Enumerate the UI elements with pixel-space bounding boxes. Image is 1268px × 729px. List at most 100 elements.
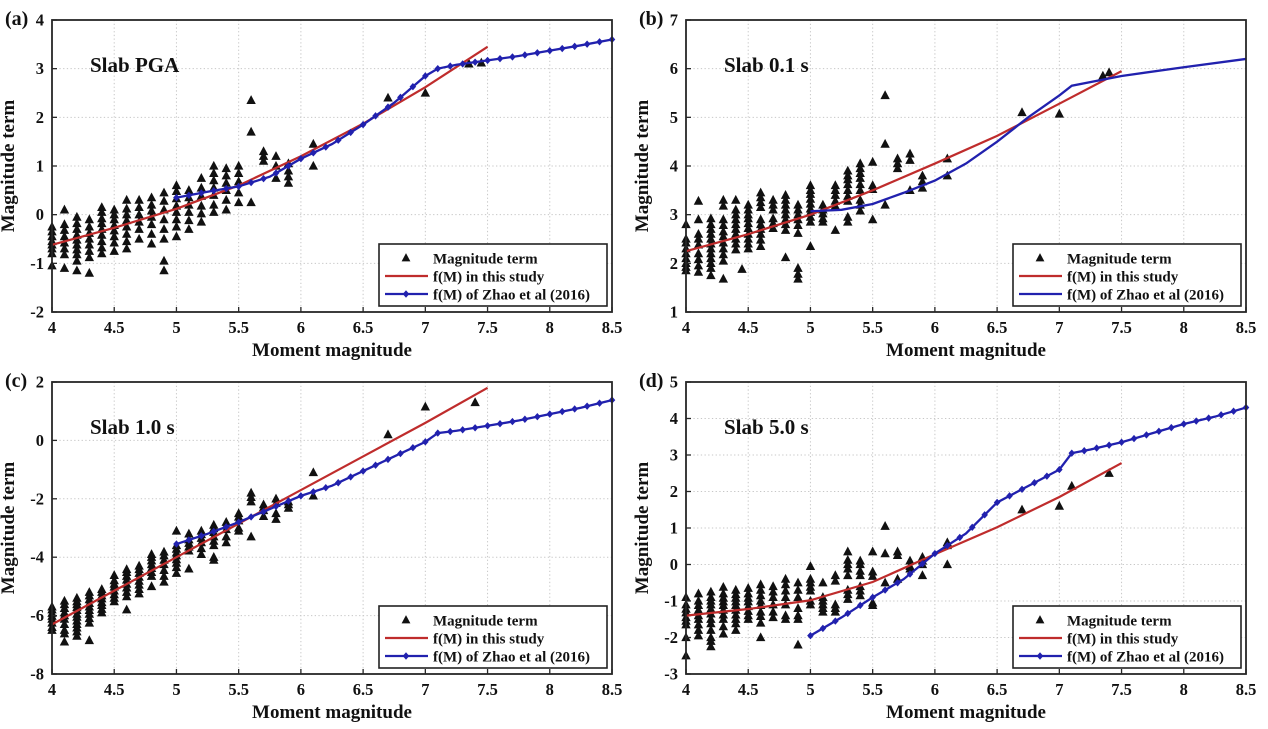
subplot-b: 44.555.566.577.588.51234567Moment magnit… xyxy=(634,0,1268,362)
zhao-marker xyxy=(1106,441,1113,448)
x-tick-label: 7 xyxy=(1055,680,1063,699)
scatter-point xyxy=(147,239,156,248)
scatter-point xyxy=(159,196,168,205)
scatter-point xyxy=(184,564,193,573)
y-tick-label: 4 xyxy=(36,11,44,30)
scatter-point xyxy=(222,195,231,204)
scatter-point xyxy=(122,605,131,614)
zhao-marker xyxy=(1156,428,1163,435)
y-tick-label: 3 xyxy=(670,446,678,465)
chart-svg-a: 44.555.566.577.588.5-2-101234Moment magn… xyxy=(0,0,634,362)
scatter-point xyxy=(159,234,168,243)
x-tick-label: 8 xyxy=(546,318,554,337)
y-tick-label: 0 xyxy=(36,431,44,450)
scatter-point xyxy=(309,467,318,476)
scatter-point xyxy=(197,209,206,218)
scatter-point xyxy=(918,570,927,579)
scatter-point xyxy=(309,139,318,148)
plot-title: Slab 1.0 s xyxy=(90,415,175,439)
x-tick-label: 8.5 xyxy=(602,318,623,337)
zhao-marker xyxy=(522,51,529,58)
zhao-marker xyxy=(534,49,541,56)
x-tick-label: 5 xyxy=(172,318,180,337)
scatter-point xyxy=(793,228,802,237)
y-tick-label: 0 xyxy=(36,205,44,224)
zhao-marker xyxy=(360,467,367,474)
zhao-marker xyxy=(1006,492,1013,499)
y-axis-label: Magnitude term xyxy=(634,100,653,233)
scatter-point xyxy=(60,205,69,214)
legend-label: f(M) of Zhao et al (2016) xyxy=(1067,288,1224,304)
scatter-point xyxy=(110,246,119,255)
zhao-marker xyxy=(497,420,504,427)
x-tick-label: 6.5 xyxy=(987,318,1008,337)
zhao-marker xyxy=(472,424,479,431)
zhao-marker xyxy=(1230,408,1237,415)
fit-line-zhao xyxy=(176,39,612,197)
x-tick-label: 8.5 xyxy=(602,680,623,699)
x-tick-label: 7 xyxy=(421,318,429,337)
scatter-point xyxy=(1017,107,1026,116)
y-axis-label: Magnitude term xyxy=(0,100,19,233)
scatter-point xyxy=(843,547,852,556)
y-tick-label: 4 xyxy=(670,157,678,176)
scatter-point xyxy=(880,139,889,148)
x-tick-label: 7 xyxy=(1055,318,1063,337)
scatter-point xyxy=(694,196,703,205)
zhao-marker xyxy=(484,422,491,429)
scatter-point xyxy=(122,195,131,204)
legend: Magnitude term f(M) in this study f(M) of … xyxy=(1013,244,1241,306)
legend: Magnitude termf(M) in this studyf(M) of … xyxy=(1013,606,1241,668)
y-tick-label: -3 xyxy=(664,665,678,684)
scatter-point xyxy=(843,594,852,603)
scatter-point xyxy=(184,215,193,224)
panel-label: (a) xyxy=(5,8,28,30)
scatter-point xyxy=(868,547,877,556)
scatter-point xyxy=(793,640,802,649)
zhao-marker xyxy=(372,462,379,469)
x-axis-label: Moment magnitude xyxy=(252,702,412,723)
scatter-point xyxy=(134,234,143,243)
zhao-marker xyxy=(584,40,591,47)
x-tick-label: 8 xyxy=(1180,318,1188,337)
zhao-marker xyxy=(397,450,404,457)
y-tick-label: 5 xyxy=(670,373,678,392)
scatter-point xyxy=(147,229,156,238)
magnitude-scaling-figure: 44.555.566.577.588.5-2-101234Moment magn… xyxy=(0,0,1268,724)
scatter-point xyxy=(694,214,703,223)
y-tick-label: 1 xyxy=(670,303,678,322)
legend-label: f(M) in this study xyxy=(1067,270,1179,286)
legend-label: Magnitude term xyxy=(1067,252,1172,268)
subplot-c: 44.555.566.577.588.5-8-6-4-202Moment mag… xyxy=(0,362,634,724)
y-tick-label: 2 xyxy=(36,108,44,127)
legend-label: Magnitude term xyxy=(433,614,538,630)
x-tick-label: 4.5 xyxy=(104,680,125,699)
x-tick-label: 8.5 xyxy=(1236,318,1257,337)
y-tick-label: 6 xyxy=(670,59,678,78)
scatter-point xyxy=(246,532,255,541)
zhao-marker xyxy=(298,492,305,499)
zhao-marker xyxy=(559,408,566,415)
legend-label: f(M) of Zhao et al (2016) xyxy=(433,288,590,304)
scatter-point xyxy=(383,93,392,102)
zhao-marker xyxy=(459,426,466,433)
scatter-point xyxy=(159,224,168,233)
legend-label: Magnitude term xyxy=(1067,614,1172,630)
x-tick-label: 5 xyxy=(806,680,814,699)
scatter-point xyxy=(60,637,69,646)
zhao-marker xyxy=(509,53,516,60)
zhao-marker xyxy=(322,484,329,491)
y-tick-label: 2 xyxy=(36,373,44,392)
scatter-point xyxy=(184,224,193,233)
zhao-marker xyxy=(347,473,354,480)
zhao-marker xyxy=(335,479,342,486)
zhao-marker xyxy=(1118,439,1125,446)
scatter-point xyxy=(806,241,815,250)
zhao-marker xyxy=(1031,479,1038,486)
zhao-marker xyxy=(546,410,553,417)
fit-line-this-study xyxy=(686,463,1122,616)
zhao-marker xyxy=(559,45,566,52)
x-tick-label: 4.5 xyxy=(738,680,759,699)
x-axis-label: Moment magnitude xyxy=(252,340,412,361)
x-tick-label: 7.5 xyxy=(1111,680,1132,699)
